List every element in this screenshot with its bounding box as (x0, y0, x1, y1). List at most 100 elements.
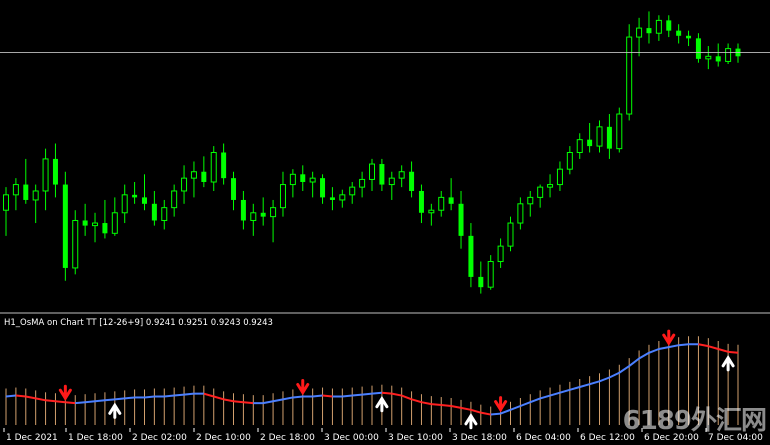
buy-arrow-icon (464, 412, 478, 430)
candle (695, 33, 701, 63)
osma-line-segment (599, 376, 610, 383)
osma-line-segment (569, 386, 581, 391)
osma-line-segment (381, 391, 392, 395)
candle-body-bear (23, 184, 29, 200)
osma-line-segment (411, 398, 422, 404)
candle (409, 161, 415, 198)
osma-line-segment (529, 397, 541, 404)
osma-line-segment (75, 401, 86, 405)
site-watermark-logo: 6189外汇网 (622, 406, 767, 436)
candle-body-bull (161, 207, 168, 221)
candle (62, 171, 68, 281)
candle-body-bear (52, 158, 58, 185)
candle (448, 178, 454, 211)
time-tick-label: 1 Dec 18:00 (68, 433, 123, 443)
candle (428, 203, 435, 226)
candle (309, 171, 316, 198)
candle-body-bull (349, 186, 356, 196)
candle-body-bull (616, 113, 623, 150)
candle-body-bull (438, 196, 445, 211)
candle-body-bear (646, 28, 652, 34)
osma-line-segment (164, 394, 175, 398)
candle (132, 182, 138, 204)
candle (566, 146, 573, 175)
candle-body-bull (527, 196, 534, 205)
osma-line-segment (658, 346, 669, 350)
candle (32, 184, 39, 224)
candle-body-bull (12, 184, 19, 196)
osma-line-segment (401, 394, 412, 401)
osma-line-segment (628, 357, 640, 367)
osma-line-segment (352, 393, 363, 397)
osma-line-segment (124, 396, 135, 400)
candle-body-bear (478, 276, 484, 288)
candle-body-bull (339, 194, 346, 201)
osma-line-segment (371, 391, 382, 395)
osma-line-segment (233, 400, 244, 404)
time-tick-label: 2 Dec 10:00 (196, 433, 251, 443)
candle-body-bull (181, 177, 188, 192)
osma-line-segment (668, 344, 679, 349)
candle (725, 43, 732, 64)
osma-line-segment (441, 404, 452, 407)
candle-body-bull (250, 212, 257, 221)
candle-body-bear (409, 171, 415, 191)
candle-body-bear (695, 38, 701, 59)
candle (576, 133, 583, 159)
osma-line-segment (549, 391, 561, 397)
osma-line-segment (45, 399, 56, 403)
osma-line-segment (520, 401, 531, 407)
candle-body-bear (82, 220, 88, 226)
candle (231, 171, 237, 211)
osma-line-segment (708, 345, 719, 350)
candle-body-bear (320, 178, 326, 198)
osma-line-segment (144, 395, 155, 399)
candle (398, 165, 405, 188)
osma-line-segment (362, 392, 373, 396)
osma-signal-line (5, 343, 739, 416)
osma-line-segment (648, 348, 660, 354)
candle-body-bull (171, 190, 178, 209)
candle (715, 43, 721, 67)
osma-line-segment (65, 401, 76, 405)
candle (517, 197, 524, 230)
candle (329, 187, 335, 211)
candle-body-bull (398, 171, 405, 179)
candle (171, 184, 178, 217)
candle (23, 158, 29, 204)
candle (349, 182, 356, 204)
time-tick-label: 6 Dec 04:00 (516, 433, 571, 443)
sell-arrow-icon (58, 384, 72, 402)
osma-line-segment (539, 394, 551, 400)
osma-line-segment (342, 394, 353, 398)
candle (556, 161, 563, 191)
candle (161, 199, 168, 230)
candle-body-bull (547, 184, 554, 188)
candle-body-bear (468, 235, 474, 277)
candle (270, 199, 277, 243)
sell-arrow-icon (296, 379, 310, 396)
candle (102, 199, 108, 239)
candle-body-bull (537, 186, 544, 198)
candle (210, 146, 217, 191)
candle-body-bear (329, 197, 335, 200)
candle-body-bull (289, 173, 296, 186)
time-tick-label: 6 Dec 20:00 (644, 433, 699, 443)
osma-line-segment (460, 406, 472, 411)
candle (12, 178, 19, 211)
candle-body-bull (72, 219, 79, 269)
candle-body-bull (42, 158, 49, 192)
osma-line-segment (15, 394, 26, 398)
candle (646, 11, 652, 44)
candle-body-bull (279, 184, 286, 209)
time-tick-label: 6 Dec 12:00 (580, 433, 635, 443)
candle-body-bull (270, 207, 277, 218)
osma-line-segment (618, 365, 630, 374)
candle-body-bull (92, 222, 99, 227)
osma-line-segment (243, 401, 254, 405)
candle (260, 197, 266, 226)
candle (121, 184, 128, 224)
